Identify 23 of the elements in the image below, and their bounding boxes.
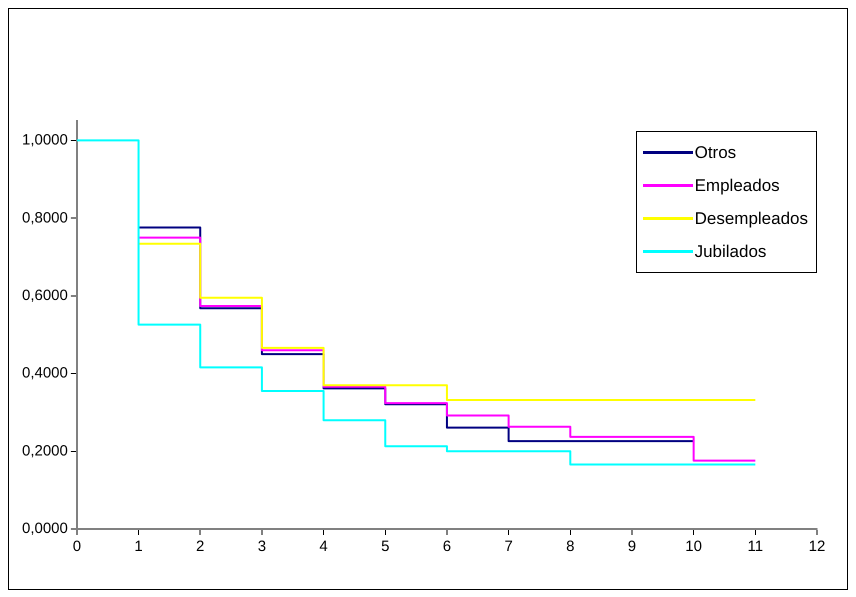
- y-tick-label: 0,2000: [22, 442, 68, 460]
- legend-label: Desempleados: [694, 208, 808, 228]
- y-tick-label: 1,0000: [22, 132, 68, 149]
- x-tick-label: 1: [134, 538, 143, 556]
- legend-label: Otros: [694, 142, 736, 162]
- x-tick-label: 12: [808, 538, 826, 556]
- y-tick-label: 0,0000: [22, 520, 68, 538]
- x-tick-label: 7: [504, 538, 513, 556]
- x-tick-label: 9: [628, 538, 636, 556]
- x-tick-label: 4: [319, 538, 328, 556]
- x-tick-label: 10: [685, 538, 702, 556]
- legend-label: Empleados: [694, 176, 780, 196]
- y-tick-label: 0,4000: [22, 364, 68, 382]
- x-tick-label: 2: [196, 538, 204, 556]
- x-tick-label: 8: [566, 538, 574, 556]
- x-tick-label: 6: [442, 538, 452, 556]
- x-tick-label: 0: [72, 538, 82, 556]
- y-tick-label: 0,8000: [22, 209, 68, 226]
- x-tick-label: 5: [381, 538, 390, 556]
- legend-label: Jubilados: [694, 242, 766, 262]
- x-tick-label: 11: [748, 538, 764, 556]
- x-tick-label: 3: [258, 538, 266, 556]
- y-tick-label: 0,6000: [22, 287, 68, 304]
